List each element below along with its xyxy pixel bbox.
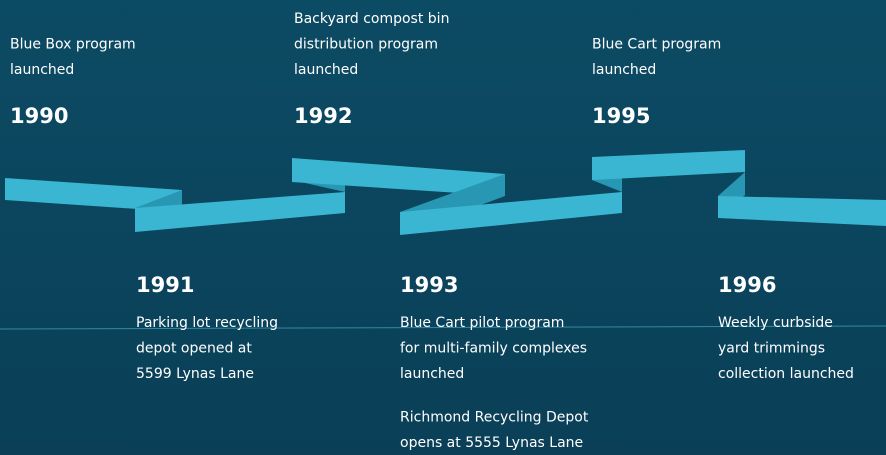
- event-text: Blue Box program: [10, 37, 136, 53]
- event-year: 1992: [294, 104, 352, 128]
- event-text: Parking lot recycling: [136, 315, 278, 331]
- event-text: 5599 Lynas Lane: [136, 366, 254, 382]
- event-text: launched: [400, 366, 464, 382]
- divider: [0, 325, 886, 330]
- event-text: for multi-family complexes: [400, 341, 587, 357]
- event-text: Blue Cart pilot program: [400, 315, 564, 331]
- event-text: Richmond Recycling Depot: [400, 410, 589, 426]
- event-year: 1996: [718, 273, 776, 297]
- event-text: collection launched: [718, 366, 854, 382]
- event-year: 1993: [400, 273, 458, 297]
- event-text: Backyard compost bin: [294, 11, 449, 27]
- event-year: 1995: [592, 104, 650, 128]
- ribbon: [5, 150, 886, 235]
- event-text: Blue Cart program: [592, 37, 721, 53]
- event-text: yard trimmings: [718, 341, 825, 357]
- event-text: Weekly curbside: [718, 315, 833, 331]
- event-year: 1990: [10, 104, 68, 128]
- event-year: 1991: [136, 273, 194, 297]
- event-text: opens at 5555 Lynas Lane: [400, 435, 583, 451]
- event-text: distribution program: [294, 37, 438, 53]
- event-text: launched: [592, 62, 656, 78]
- event-text: launched: [10, 62, 74, 78]
- event-text: launched: [294, 62, 358, 78]
- event-text: depot opened at: [136, 341, 252, 357]
